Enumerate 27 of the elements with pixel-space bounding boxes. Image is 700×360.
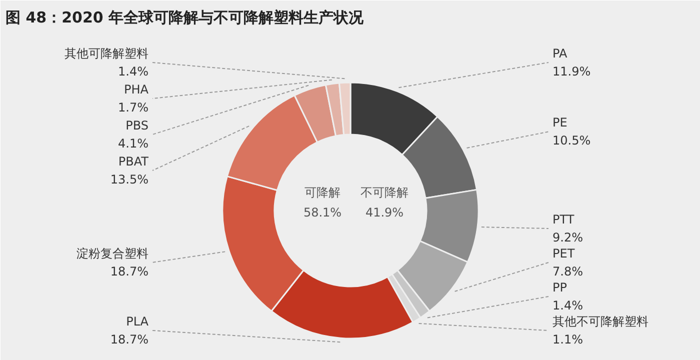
slice-label: PBS xyxy=(126,118,148,132)
slice-label: PHA xyxy=(124,82,150,96)
text: 不可降解 41.9% xyxy=(360,186,408,220)
data-label: 10.5% xyxy=(552,134,591,148)
chart-title: 图 48：2020 年全球可降解与不可降解塑料生产状况 xyxy=(6,8,365,26)
slice-label: PA xyxy=(552,46,568,60)
data-label: 18.7% xyxy=(110,332,149,346)
data-label: 11.9% xyxy=(552,64,591,78)
slice-label: PLA xyxy=(126,314,150,328)
slice-label: PBAT xyxy=(118,154,150,168)
data-label: 1.7% xyxy=(118,100,149,114)
slice-label: PTT xyxy=(552,212,575,226)
slice-label: PP xyxy=(552,280,567,294)
data-label: 13.5% xyxy=(110,172,149,186)
data-label: 18.7% xyxy=(110,264,149,278)
data-label: 1.4% xyxy=(552,298,583,312)
slice-label: PE xyxy=(552,116,568,130)
data-label: 7.8% xyxy=(552,264,583,278)
text: 可降解 58.1% xyxy=(303,186,342,220)
slice-label: 其他不可降解塑料 xyxy=(552,314,648,328)
data-label: 4.1% xyxy=(118,136,149,150)
slice-label: 其他可降解塑料 xyxy=(64,46,148,60)
slice-label: PET xyxy=(552,246,576,260)
data-label: 9.2% xyxy=(552,230,583,244)
data-label: 1.4% xyxy=(118,64,149,78)
data-label: 1.1% xyxy=(552,332,583,346)
slice-label: 淀粉复合塑料 xyxy=(76,246,148,260)
